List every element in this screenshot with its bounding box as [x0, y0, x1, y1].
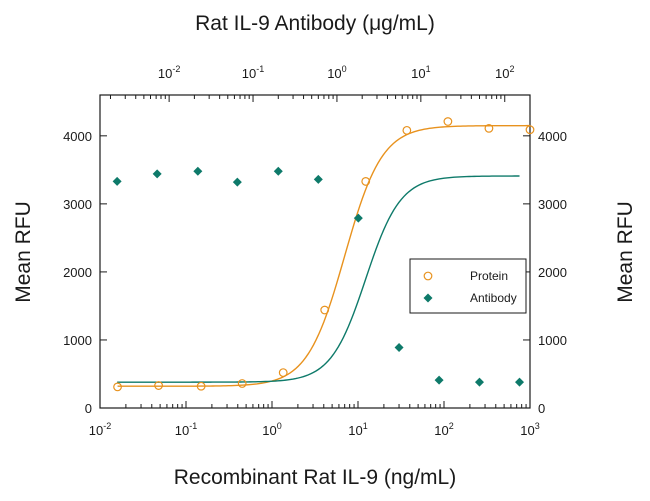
x-tick-label: 10-1 [175, 421, 197, 438]
x-tick-label: 102 [434, 421, 453, 438]
legend: Protein Antibody [409, 258, 527, 314]
top-tick-label: 102 [495, 64, 514, 81]
antibody-point [112, 176, 122, 186]
antibody-point [353, 213, 363, 223]
y-axis-label-left: Mean RFU [12, 201, 35, 303]
legend-box [409, 258, 527, 314]
antibody-point [515, 377, 525, 387]
legend-antibody-marker [423, 293, 433, 303]
protein-point [361, 177, 371, 186]
legend-antibody-label: Antibody [470, 291, 517, 305]
antibody-point [474, 377, 484, 387]
antibody-point [394, 342, 404, 352]
y-left-tick-label: 3000 [63, 197, 92, 212]
antibody-point [232, 177, 242, 187]
legend-protein-marker [423, 271, 433, 281]
protein-point [320, 305, 330, 315]
antibody-point [152, 169, 162, 179]
y-left-tick-label: 0 [85, 401, 92, 416]
top-tick-label: 10-1 [242, 64, 264, 81]
top-tick-label: 10-2 [158, 64, 180, 81]
x-axis-label: Recombinant Rat IL-9 (ng/mL) [174, 466, 456, 489]
plot-frame [99, 94, 531, 409]
antibody-point [434, 375, 444, 385]
x-tick-label: 10-2 [89, 421, 111, 438]
y-right-tick-label: 4000 [538, 129, 567, 144]
y-left-tick-label: 4000 [63, 129, 92, 144]
legend-protein-label: Protein [470, 269, 508, 283]
x-tick-label: 100 [262, 421, 281, 438]
x-tick-label: 101 [348, 421, 367, 438]
y-left-tick-label: 2000 [63, 265, 92, 280]
protein-point [484, 123, 494, 133]
y-right-tick-label: 2000 [538, 265, 567, 280]
protein-point [237, 379, 247, 388]
antibody-point [273, 166, 283, 176]
protein-point [443, 117, 453, 126]
protein-fit-curve [117, 124, 530, 387]
y-right-tick-label: 0 [538, 401, 545, 416]
protein-point [154, 381, 163, 390]
y-right-tick-label: 3000 [538, 197, 567, 212]
y-right-tick-label: 1000 [538, 333, 567, 348]
protein-point [278, 368, 288, 378]
protein-point [113, 382, 122, 392]
y-left-tick-label: 1000 [63, 333, 92, 348]
antibody-point [193, 166, 203, 176]
x-tick-label: 103 [520, 421, 539, 438]
protein-point [196, 381, 206, 391]
top-tick-label: 101 [411, 64, 430, 81]
antibody-fit-curve [117, 175, 520, 383]
antibody-point [313, 174, 323, 184]
chart-title: Rat IL-9 Antibody (μg/mL) [195, 12, 435, 35]
protein-point [525, 125, 535, 135]
protein-point [402, 125, 412, 135]
top-tick-label: 100 [327, 64, 346, 81]
y-axis-label-right: Mean RFU [614, 201, 637, 303]
